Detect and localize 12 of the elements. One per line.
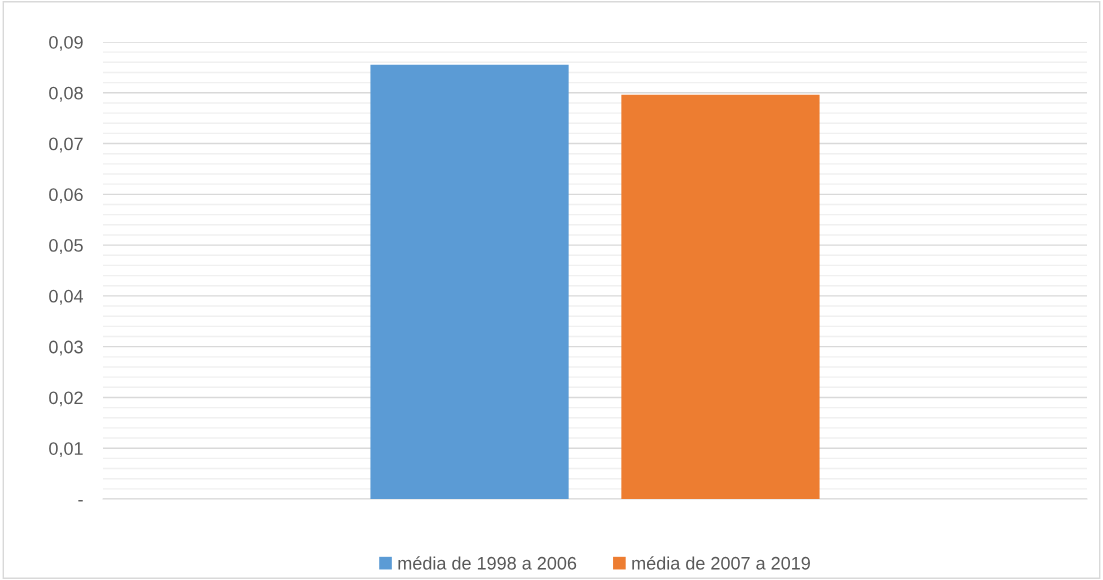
y-tick-label: 0,06: [49, 188, 83, 204]
y-tick-label: 0,09: [49, 35, 83, 51]
y-tick-label: 0,03: [49, 340, 83, 356]
y-tick-label: 0,08: [49, 86, 83, 102]
y-tick-label: -: [78, 500, 83, 502]
y-tick-label: 0,07: [49, 137, 83, 153]
y-tick-label: 0,02: [49, 391, 83, 407]
legend-label: média de 1998 a 2006: [398, 556, 577, 570]
y-tick-label: 0,01: [49, 442, 83, 458]
y-tick-label: 0,05: [49, 239, 83, 254]
y-tick-label: 0,04: [49, 289, 84, 305]
legend-label: média de 2007 a 2019: [632, 556, 810, 570]
